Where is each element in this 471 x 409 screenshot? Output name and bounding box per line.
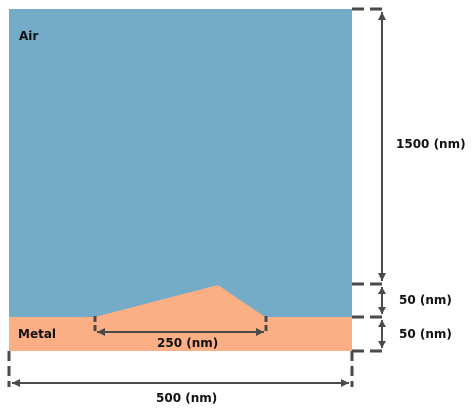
air-height-label: 1500 (nm) [396, 137, 466, 151]
metal-region [9, 317, 352, 351]
air-label: Air [19, 29, 38, 43]
air-region [9, 9, 352, 317]
total-width-label: 500 (nm) [156, 391, 217, 405]
bump-height-label: 50 (nm) [399, 293, 452, 307]
metal-label: Metal [18, 327, 56, 341]
metal-height-label: 50 (nm) [399, 327, 452, 341]
metal-bump [95, 285, 265, 317]
bump-width-label: 250 (nm) [157, 336, 218, 350]
arrowheads [12, 12, 386, 387]
dimension-lines [7, 7, 386, 387]
